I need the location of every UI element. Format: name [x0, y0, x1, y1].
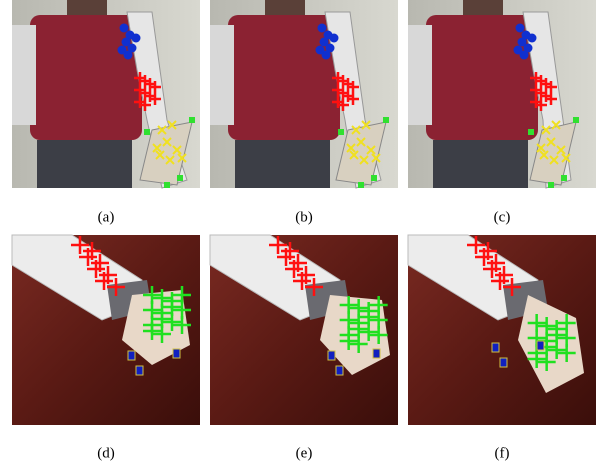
marker — [528, 34, 537, 43]
marker — [173, 349, 180, 358]
shorts — [433, 140, 528, 188]
left-sleeve — [408, 25, 432, 125]
panel-label: (c) — [494, 209, 511, 225]
marker — [177, 175, 183, 181]
panel-label: (a) — [98, 209, 115, 225]
marker — [561, 175, 567, 181]
marker — [373, 349, 380, 358]
marker — [132, 34, 141, 43]
photo — [210, 0, 398, 188]
panel-label: (e) — [296, 445, 313, 461]
photo — [12, 0, 200, 188]
photo — [408, 0, 596, 188]
panel-label: (f) — [495, 445, 510, 461]
marker — [500, 358, 507, 367]
head — [265, 0, 305, 15]
figure: (a) (b) (c) (d) (e) (f) — [0, 0, 600, 470]
marker — [371, 175, 377, 181]
marker — [383, 117, 389, 123]
photo — [210, 235, 398, 425]
marker — [128, 351, 135, 360]
marker — [338, 129, 344, 135]
marker — [336, 366, 343, 375]
photo — [12, 235, 200, 425]
marker — [330, 34, 339, 43]
marker — [118, 46, 127, 55]
marker — [120, 24, 129, 33]
head — [463, 0, 503, 15]
marker — [514, 46, 523, 55]
head — [67, 0, 107, 15]
shorts — [37, 140, 132, 188]
marker — [164, 182, 170, 188]
marker — [136, 366, 143, 375]
marker — [189, 117, 195, 123]
torso — [426, 15, 538, 140]
marker — [573, 117, 579, 123]
marker — [328, 351, 335, 360]
panel-label: (b) — [295, 209, 313, 225]
marker — [516, 24, 525, 33]
marker — [548, 182, 554, 188]
marker — [316, 46, 325, 55]
photo — [408, 235, 596, 425]
panel-label: (d) — [97, 445, 115, 461]
marker — [528, 129, 534, 135]
marker — [144, 129, 150, 135]
marker — [492, 343, 499, 352]
marker — [318, 24, 327, 33]
torso — [228, 15, 340, 140]
shorts — [235, 140, 330, 188]
left-sleeve — [12, 25, 36, 125]
torso — [30, 15, 142, 140]
marker — [358, 182, 364, 188]
left-sleeve — [210, 25, 234, 125]
marker — [537, 341, 544, 350]
page: (a) (b) (c) (d) (e) (f) (() => { const d… — [0, 0, 600, 470]
